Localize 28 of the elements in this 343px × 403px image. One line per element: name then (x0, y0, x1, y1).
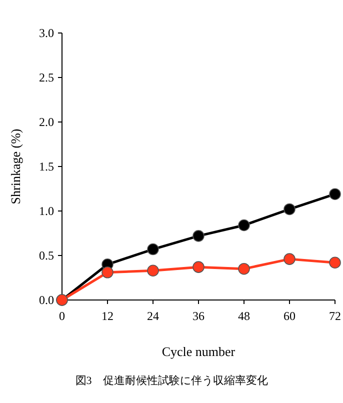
x-tick-label: 48 (238, 309, 250, 323)
y-axis-title: Shrinkage (%) (8, 128, 23, 204)
point (147, 243, 159, 256)
x-tick-label: 72 (329, 309, 341, 323)
x-tick-label: 60 (284, 309, 296, 323)
point (192, 261, 204, 273)
x-tick-label: 0 (59, 309, 65, 323)
point (238, 219, 250, 232)
x-tick-label: 12 (102, 309, 114, 323)
x-axis-title: Cycle number (162, 344, 236, 359)
point (102, 266, 114, 278)
y-tick-label: 2.5 (39, 70, 54, 84)
y-tick-label: 1.0 (39, 204, 54, 218)
y-tick-label: 0.0 (39, 293, 54, 307)
point (284, 253, 296, 265)
point (238, 262, 250, 275)
point (329, 256, 341, 269)
x-tick-label: 36 (192, 309, 204, 323)
caption: 図3 促進耐候性試験に伴う収縮率変化 (75, 374, 268, 387)
point (329, 188, 341, 200)
y-tick-label: 3.0 (39, 26, 54, 40)
y-tick-label: 0.5 (39, 248, 54, 262)
y-tick-label: 1.5 (39, 160, 54, 174)
x-tick-label: 24 (147, 309, 159, 323)
y-tick-label: 2.0 (39, 115, 54, 129)
point (147, 264, 159, 277)
point (284, 203, 296, 216)
point (192, 230, 204, 242)
